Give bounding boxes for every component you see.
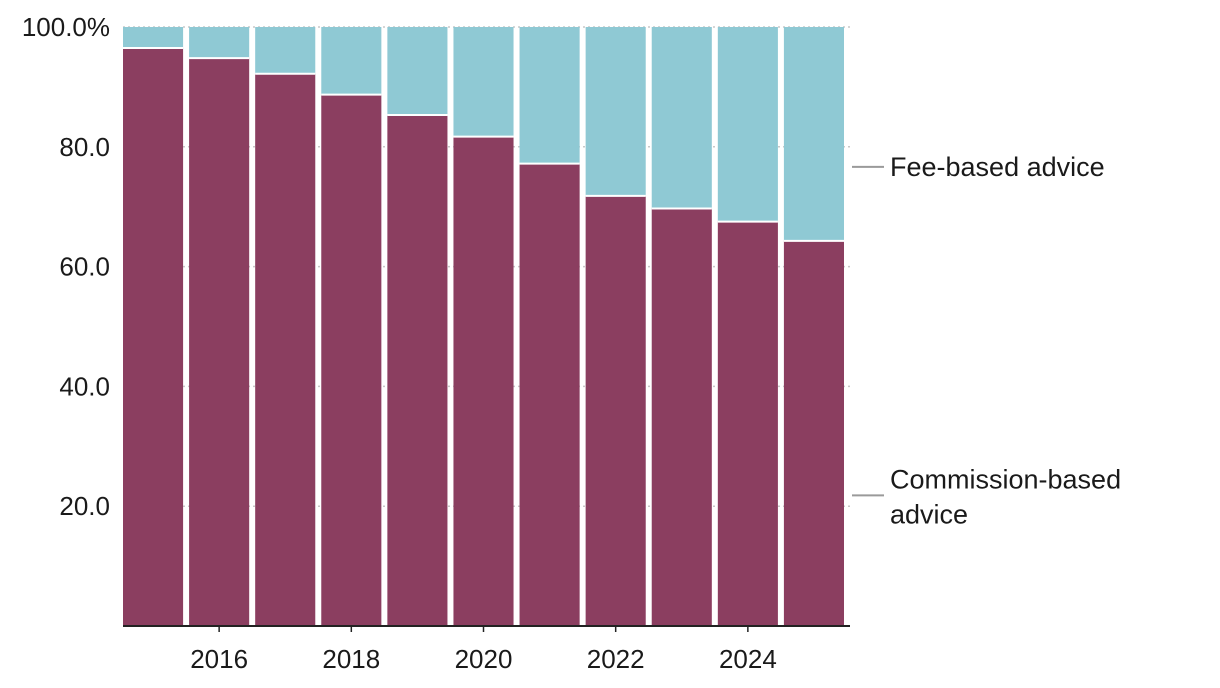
y-tick-label: 40.0 [59,371,110,401]
bar-fee-based: Fee-based advice 2020: 18.3 [453,27,514,137]
x-tick-label: 2020 [455,644,513,674]
bar-fee-based: Fee-based advice 2016: 5.2 [189,27,250,59]
bars-layer: Commission-based advice 2015: 96.5Fee-ba… [123,27,844,627]
bar-fee-based: Fee-based advice 2018: 11.3 [321,27,382,95]
bar-commission-based: Commission-based advice 2024: 67.5 [717,221,778,627]
x-tick-label: 2016 [190,644,248,674]
legend-commission-based-label: advice [890,499,968,529]
bar-commission-based: Commission-based advice 2023: 69.7 [651,208,712,626]
legend-fee-based-label: Fee-based advice [890,152,1105,182]
bar-commission-based: Commission-based advice 2015: 96.5 [123,47,184,626]
bar-commission-based: Commission-based advice 2020: 81.7 [453,136,514,626]
bar-commission-based: Commission-based advice 2016: 94.8 [189,58,250,626]
x-tick-label: 2018 [322,644,380,674]
bar-commission-based: Commission-based advice 2025: 64.3 [783,240,844,626]
bar-commission-based: Commission-based advice 2018: 88.7 [321,94,382,626]
bar-fee-based: Fee-based advice 2024: 32.5 [717,27,778,222]
bar-commission-based: Commission-based advice 2019: 85.3 [387,115,448,626]
y-tick-label: 60.0 [59,252,110,282]
bar-fee-based: Fee-based advice 2022: 28.2 [585,27,646,196]
bar-fee-based: Fee-based advice 2021: 22.8 [519,27,580,164]
x-tick-label: 2024 [719,644,777,674]
legend-layer: Fee-based advice Commission-based advice [852,152,1121,529]
bar-commission-based: Commission-based advice 2017: 92.2 [255,73,316,627]
bar-fee-based: Fee-based advice 2023: 30.3 [651,27,712,209]
x-tick-label: 2022 [587,644,645,674]
bar-fee-based: Fee-based advice 2015: 3.5 [123,27,184,48]
bar-fee-based: Fee-based advice 2025: 35.7 [783,27,844,241]
bar-commission-based: Commission-based advice 2022: 71.8 [585,195,646,626]
y-tick-label: 20.0 [59,491,110,521]
bar-commission-based: Commission-based advice 2021: 77.2 [519,163,580,626]
legend-commission-based-label: Commission-based [890,464,1121,494]
bar-fee-based: Fee-based advice 2019: 14.7 [387,27,448,116]
axis-layer: 100.0% 80.0 60.0 40.0 20.0 2016 2018 2020 2022 20… [22,12,850,674]
y-tick-label: 100.0% [22,12,110,42]
y-tick-label: 80.0 [59,132,110,162]
bar-fee-based: Fee-based advice 2017: 7.8 [255,27,316,74]
